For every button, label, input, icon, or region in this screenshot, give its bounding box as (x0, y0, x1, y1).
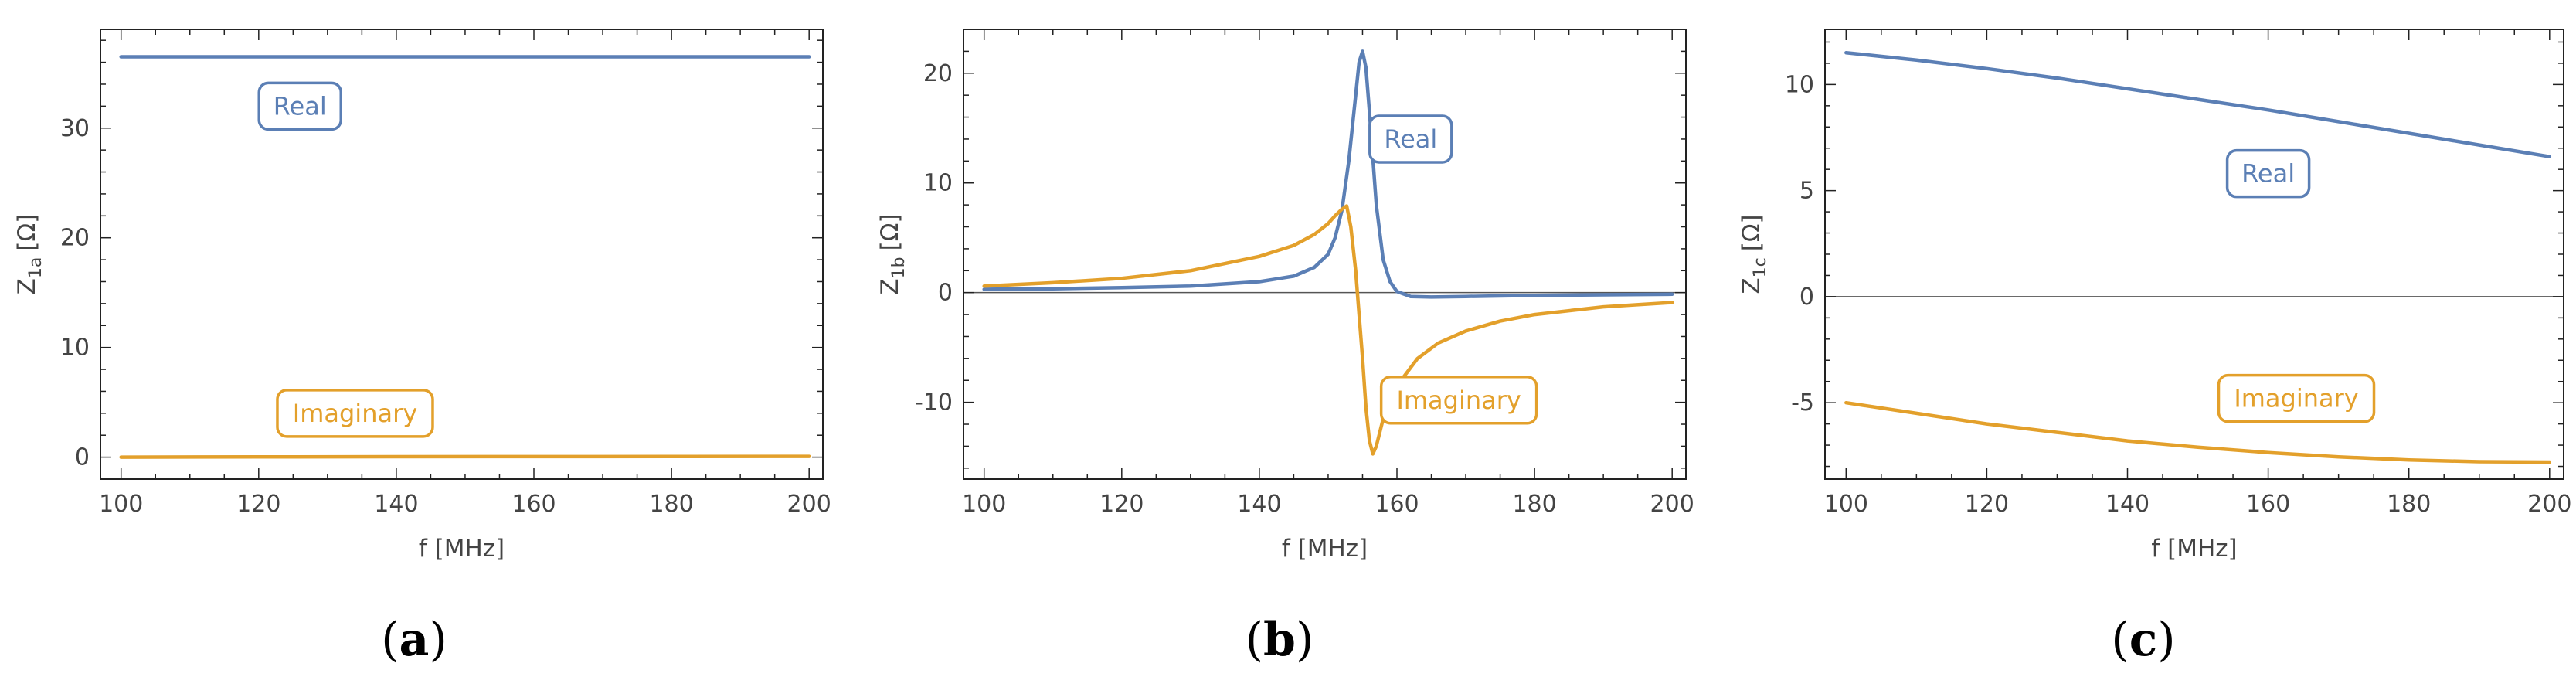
panel-label-close: ) (2157, 613, 2175, 667)
annotation-badge (1379, 376, 1538, 425)
y-axis-unit: [Ω] (876, 213, 904, 250)
x-axis-title: f [MHz] (2151, 535, 2237, 563)
y-tick-label: 0 (75, 444, 90, 471)
x-tick-label: 140 (1237, 491, 1281, 518)
y-tick-label: 30 (60, 115, 90, 142)
series-line-imaginary (982, 204, 1674, 456)
y-tick-label: -5 (1791, 389, 1814, 416)
panel-label-close: ) (1296, 613, 1313, 667)
panel-label-close: ) (429, 613, 447, 667)
panel-a: 100 120 140 160 180 200 0 10 20 30 Real Imaginary f … (13, 29, 831, 667)
y-tick-label: 0 (938, 280, 953, 307)
series-line-real (1844, 50, 2552, 158)
y-tick-label: 10 (60, 335, 90, 362)
annotation-badge (2225, 148, 2311, 199)
panel-label-open: ( (2111, 613, 2129, 667)
plot-frame (100, 29, 824, 480)
panel-c: 100 120 140 160 180 200 -5 0 5 10 Real Imaginary f [… (1738, 29, 2571, 667)
y-axis-subscript: 1a (26, 257, 46, 278)
annotation-badge (257, 81, 342, 131)
panel-label-letter: c (2129, 613, 2158, 667)
y-axis-subscript: 1c (1751, 257, 1770, 277)
y-tick-label: 10 (1785, 71, 1814, 98)
x-axis-title: f [MHz] (419, 535, 505, 563)
series-line-real (982, 49, 1674, 299)
panel-label-open: ( (381, 613, 399, 667)
x-axis-title: f [MHz] (1282, 535, 1368, 563)
x-tick-label: 180 (1512, 491, 1556, 518)
annotation-label-real: Real (2241, 159, 2295, 189)
y-axis-title: Z1a [Ω] (13, 214, 46, 295)
panel-b: 100 120 140 160 180 200 -10 0 10 20 Real Imaginary f… (876, 29, 1694, 667)
panel-label-letter: a (399, 613, 430, 667)
panel-label: (c) (2111, 613, 2175, 667)
panel-label-letter: b (1263, 613, 1296, 667)
y-axis-title: Z1c [Ω] (1738, 214, 1770, 294)
annotation-badge (1368, 114, 1453, 164)
y-axis-symbol: Z (13, 278, 41, 294)
annotation-label-imaginary: Imaginary (293, 399, 417, 428)
annotation-label-real: Real (274, 91, 327, 121)
y-axis-subscript: 1b (889, 257, 909, 278)
x-tick-label: 200 (2527, 491, 2571, 518)
x-tick-label: 120 (236, 491, 280, 518)
y-axis-title: Z1b [Ω] (876, 213, 909, 294)
x-tick-label: 180 (2387, 491, 2431, 518)
annotation-label-imaginary: Imaginary (1396, 386, 1521, 415)
panel-label: (a) (381, 613, 447, 667)
x-tick-label: 160 (2246, 491, 2290, 518)
y-tick-label: -10 (915, 389, 953, 416)
x-tick-label: 200 (787, 491, 831, 518)
panel-label-open: ( (1246, 613, 1263, 667)
series-line-imaginary (1844, 400, 2552, 464)
x-tick-label: 140 (2105, 491, 2149, 518)
annotation-badge (276, 389, 434, 438)
x-tick-label: 140 (374, 491, 418, 518)
x-tick-label: 100 (99, 491, 143, 518)
y-axis-unit: [Ω] (1738, 214, 1765, 251)
annotation-label-imaginary: Imaginary (2234, 384, 2358, 413)
y-tick-label: 20 (923, 60, 953, 87)
x-tick-label: 200 (1650, 491, 1694, 518)
y-tick-label: 20 (60, 225, 90, 252)
x-tick-label: 120 (1965, 491, 2009, 518)
x-tick-label: 100 (962, 491, 1006, 518)
y-axis-symbol: Z (1738, 277, 1765, 294)
y-tick-label: 5 (1799, 178, 1814, 205)
x-tick-label: 160 (511, 491, 556, 518)
y-tick-label: 0 (1799, 284, 1814, 311)
x-tick-label: 100 (1824, 491, 1868, 518)
y-axis-unit: [Ω] (13, 214, 41, 251)
x-tick-label: 160 (1375, 491, 1419, 518)
annotation-badge (2217, 373, 2376, 423)
x-tick-label: 180 (649, 491, 693, 518)
y-axis-symbol: Z (876, 278, 904, 294)
x-tick-label: 120 (1099, 491, 1144, 518)
annotation-label-real: Real (1384, 124, 1437, 154)
plot-frame (963, 29, 1687, 480)
panel-label: (b) (1246, 613, 1314, 667)
plot-frame (1824, 29, 2564, 480)
y-tick-label: 10 (923, 170, 953, 197)
